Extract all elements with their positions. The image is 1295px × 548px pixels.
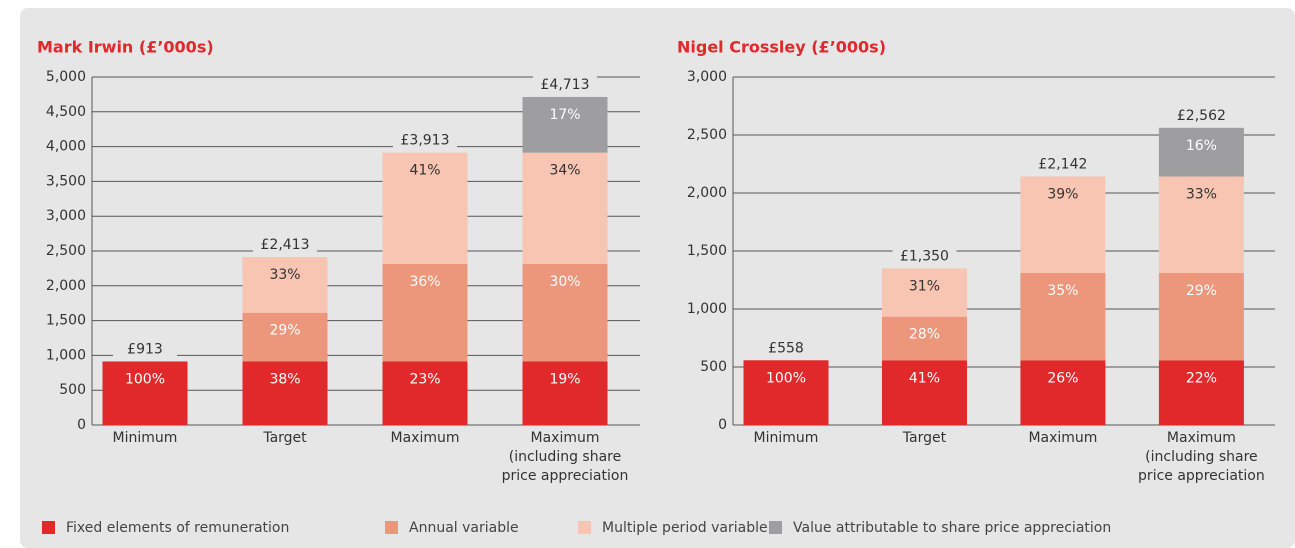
total-label: £4,713 [541,77,590,93]
y-tick-label: 4,000 [46,139,86,155]
y-tick-label: 2,500 [46,243,86,259]
legend-label: Value attributable to share price apprec… [793,520,1111,536]
segment-label: 28% [909,327,940,343]
y-tick-label: 5,000 [46,69,86,85]
segment-label: 29% [269,323,300,339]
panel [20,8,1295,548]
segment-label: 29% [1186,283,1217,299]
total-label-bg [754,339,818,358]
x-tick-label: Minimum [754,430,819,446]
x-tick-label: Target [262,430,307,446]
y-tick-label: 500 [700,359,727,375]
legend-swatch [578,521,591,534]
bar-segment [1020,360,1106,425]
segment-label: 38% [269,371,300,387]
segment-label: 17% [549,107,580,123]
segment-label: 33% [1186,187,1217,203]
total-label-bg [113,340,177,359]
chart-title: Nigel Crossley (£’000s) [677,38,886,57]
bar-segment [522,361,608,425]
total-label-bg [393,131,457,150]
y-tick-label: 3,500 [46,173,86,189]
segment-label: 30% [549,274,580,290]
y-tick-label: 1,500 [687,243,727,259]
bar-segment [382,152,468,265]
legend-swatch [42,521,55,534]
x-tick-label: Minimum [113,430,178,446]
bar-segment [1020,176,1106,274]
legend-label: Annual variable [409,520,519,536]
total-label-bg [533,75,597,94]
y-tick-label: 0 [77,417,86,433]
bar-segment [881,268,967,317]
chart-title: Mark Irwin (£’000s) [37,38,214,57]
bar-segment [242,257,328,313]
segment-label: 35% [1047,283,1078,299]
y-tick-label: 4,500 [46,104,86,120]
legend-swatch [769,521,782,534]
segment-label: 100% [766,370,806,386]
bar-segment [1158,273,1244,361]
bar-segment [522,152,608,265]
y-tick-label: 2,000 [687,185,727,201]
total-label-bg [253,236,317,255]
total-label-bg [892,247,957,266]
bar-segment [522,96,608,153]
total-label-bg [1169,106,1234,125]
bar-segment [881,360,967,425]
total-label: £913 [127,341,163,357]
segment-label: 100% [125,371,165,387]
legend-label: Fixed elements of remuneration [66,520,289,536]
total-label: £558 [768,340,804,356]
segment-label: 33% [269,267,300,283]
total-label: £1,350 [900,248,949,264]
segment-label: 41% [409,163,440,179]
total-label: £3,913 [401,133,450,149]
bar-segment [242,361,328,425]
segment-label: 36% [409,274,440,290]
segment-label: 41% [909,370,940,386]
y-tick-label: 2,500 [687,127,727,143]
segment-label: 22% [1186,370,1217,386]
segment-label: 23% [409,371,440,387]
bar-segment [1020,273,1106,361]
bar-segment [382,264,468,362]
legend-swatch [385,521,398,534]
segment-label: 34% [549,163,580,179]
y-tick-label: 1,000 [687,301,727,317]
bar-segment [242,312,328,362]
bar-segment [522,264,608,362]
bar-segment [382,361,468,425]
bar-segment [1158,127,1244,177]
bar-segment [881,316,967,361]
segment-label: 19% [549,371,580,387]
bar-segment [1158,360,1244,425]
total-label-bg [1030,155,1095,174]
x-tick-label: Target [902,430,947,446]
y-tick-label: 0 [718,417,727,433]
y-tick-label: 2,000 [46,278,86,294]
x-tick-label: Maximum [1028,430,1097,446]
total-label: £2,562 [1177,108,1226,124]
segment-label: 31% [909,278,940,294]
x-tick-label: Maximum [391,430,460,446]
bar-segment [102,361,188,425]
total-label: £2,142 [1038,157,1087,173]
x-tick-label: Maximum (including share price appreciatio… [502,430,629,484]
segment-label: 39% [1047,187,1078,203]
y-tick-label: 3,000 [687,69,727,85]
legend-label: Multiple period variable [602,520,768,536]
y-tick-label: 1,500 [46,313,86,329]
y-tick-label: 500 [59,382,86,398]
x-tick-label: Maximum (including share price appreciatio… [1138,430,1265,484]
segment-label: 16% [1186,138,1217,154]
y-tick-label: 1,000 [46,347,86,363]
bar-segment [743,360,829,425]
segment-label: 26% [1047,370,1078,386]
total-label: £2,413 [261,237,310,253]
bar-segment [1158,176,1244,274]
y-tick-label: 3,000 [46,208,86,224]
